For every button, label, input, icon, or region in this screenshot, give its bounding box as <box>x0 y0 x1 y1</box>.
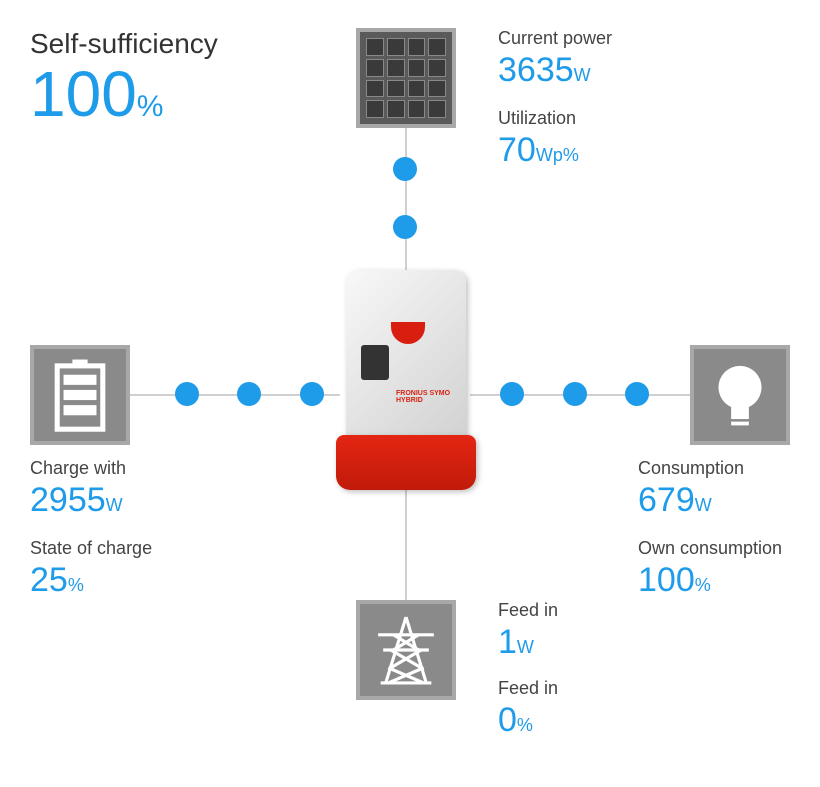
flow-dot <box>393 215 417 239</box>
feed-in-percent-metric: Feed in 0% <box>498 678 558 740</box>
state-of-charge-metric: State of charge 25% <box>30 538 152 600</box>
bulb-icon <box>690 345 790 445</box>
charge-with-metric: Charge with 2955W <box>30 458 126 520</box>
flow-dot <box>500 382 524 406</box>
energy-flow-dashboard: Self-sufficiency 100% Current power 3635… <box>0 0 820 787</box>
self-sufficiency-block: Self-sufficiency 100% <box>30 28 218 126</box>
battery-icon <box>30 345 130 445</box>
inverter-device-icon: FRONIUS SYMO HYBRID <box>336 270 476 490</box>
solar-panel-icon <box>356 28 456 128</box>
grid-tower-icon <box>356 600 456 700</box>
consumption-metric: Consumption 679W <box>638 458 744 520</box>
flow-dot <box>393 157 417 181</box>
flow-dot <box>237 382 261 406</box>
self-sufficiency-value: 100% <box>30 62 218 126</box>
feed-in-watt-metric: Feed in 1W <box>498 600 558 662</box>
flow-dot <box>625 382 649 406</box>
flow-dot <box>300 382 324 406</box>
utilization-metric: Utilization 70Wp% <box>498 108 579 170</box>
self-sufficiency-label: Self-sufficiency <box>30 28 218 60</box>
flow-dot <box>175 382 199 406</box>
own-consumption-metric: Own consumption 100% <box>638 538 782 600</box>
current-power-metric: Current power 3635W <box>498 28 612 90</box>
flow-line-solar <box>405 128 407 273</box>
flow-dot <box>563 382 587 406</box>
flow-line-grid <box>405 490 407 600</box>
